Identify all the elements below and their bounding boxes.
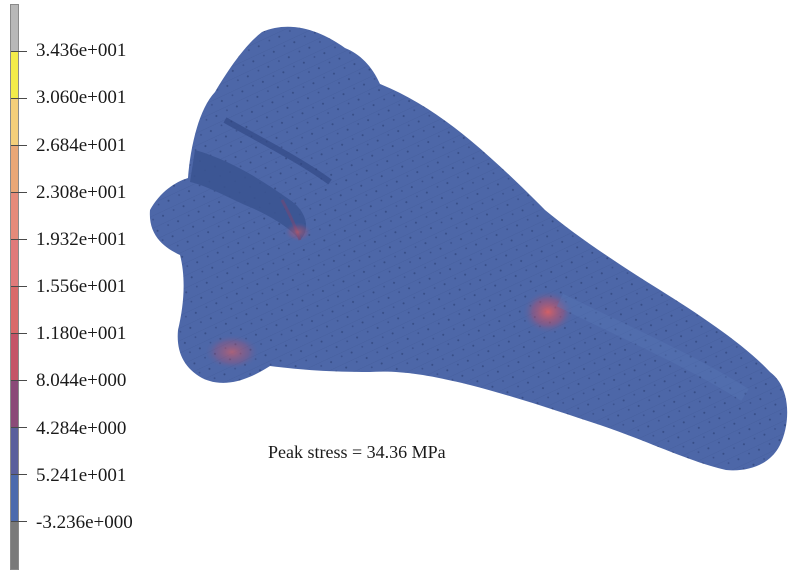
peak-stress-annotation: Peak stress = 34.36 MPa: [268, 442, 446, 462]
color-scale-label: 2.308e+001: [36, 181, 127, 203]
color-scale-label: 4.284e+000: [36, 417, 127, 439]
color-scale-label: 8.044e+000: [36, 370, 127, 392]
color-scale-segment: [11, 287, 27, 334]
stress-hotspot-shaft: [522, 290, 574, 334]
color-scale-label: 5.241e+001: [36, 464, 127, 486]
color-scale-label: -3.236e+000: [36, 511, 133, 533]
color-scale-segment: [11, 99, 27, 146]
color-scale-segment: [11, 146, 27, 193]
color-scale-label: 2.684e+001: [36, 134, 127, 156]
color-scale-label: 1.180e+001: [36, 323, 127, 345]
color-scale-labels: 3.436e+001 3.060e+001 2.684e+001 2.308e+001…: [36, 0, 196, 576]
color-scale-segment: [11, 240, 27, 287]
color-scale-segment: [11, 334, 27, 381]
color-scale-bar: [10, 4, 27, 570]
stress-hotspot-condyle: [204, 334, 260, 370]
color-scale-segment: [11, 381, 27, 428]
color-scale-label: 3.060e+001: [36, 87, 127, 109]
color-scale-segment: [11, 5, 27, 52]
color-scale-label: 3.436e+001: [36, 40, 127, 62]
condyle-shadow: [190, 150, 307, 240]
color-scale-label: 1.556e+001: [36, 276, 127, 297]
color-scale-segment: [11, 428, 27, 475]
color-scale-segment: [11, 52, 27, 99]
color-scale-segment: [11, 522, 18, 569]
color-scale-label: 1.932e+001: [36, 228, 127, 250]
color-scale-segment: [11, 475, 27, 522]
color-scale-segment: [11, 193, 27, 240]
